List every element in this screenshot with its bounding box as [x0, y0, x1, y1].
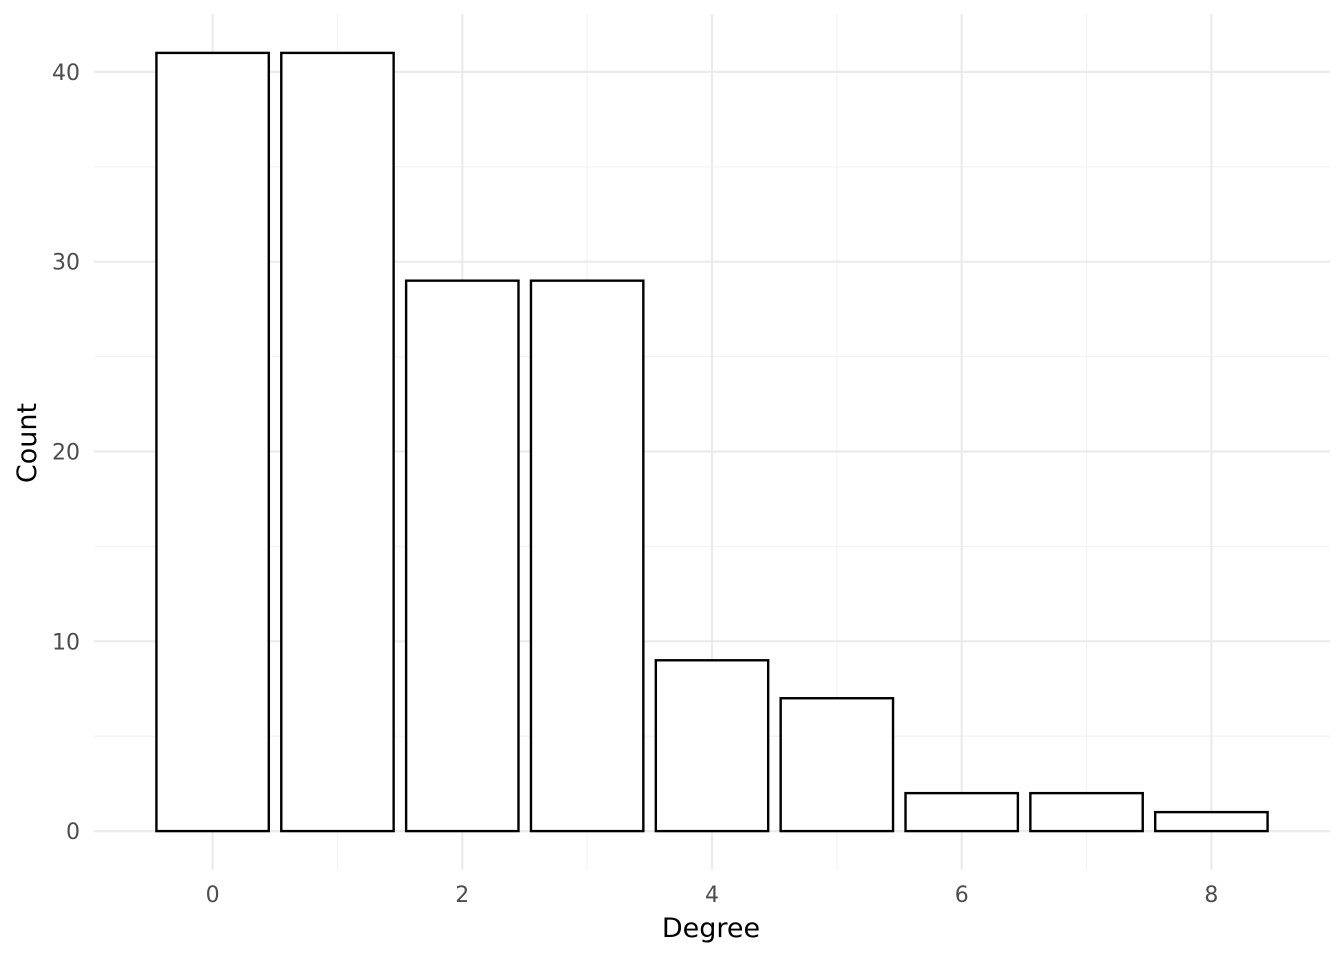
bar-degree-7	[1029, 791, 1144, 833]
x-axis-ticks: 0 2 4 6 8	[206, 883, 1219, 908]
y-axis-ticks: 0 10 20 30 40	[52, 61, 80, 845]
x-axis-title: Degree	[662, 913, 760, 944]
bar-degree-1	[280, 51, 395, 833]
bar-degree-3	[529, 279, 645, 833]
y-tick-label: 0	[66, 820, 80, 845]
y-tick-label: 40	[52, 61, 80, 86]
bar-degree-5	[779, 697, 895, 833]
bar-degree-8	[1154, 810, 1269, 833]
x-tick-label: 2	[455, 883, 469, 908]
bar-degree-4	[654, 659, 770, 833]
x-tick-label: 4	[705, 883, 719, 908]
y-tick-label: 20	[52, 440, 80, 465]
bar-degree-0	[155, 51, 270, 833]
bar-degree-2	[404, 279, 520, 833]
x-tick-label: 6	[955, 883, 969, 908]
y-tick-label: 10	[52, 630, 80, 655]
x-tick-label: 0	[206, 883, 220, 908]
y-tick-label: 30	[52, 251, 80, 276]
bar-degree-6	[904, 791, 1020, 833]
y-axis-title: Count	[12, 403, 43, 483]
bars	[155, 51, 1269, 833]
x-tick-label: 8	[1204, 883, 1218, 908]
